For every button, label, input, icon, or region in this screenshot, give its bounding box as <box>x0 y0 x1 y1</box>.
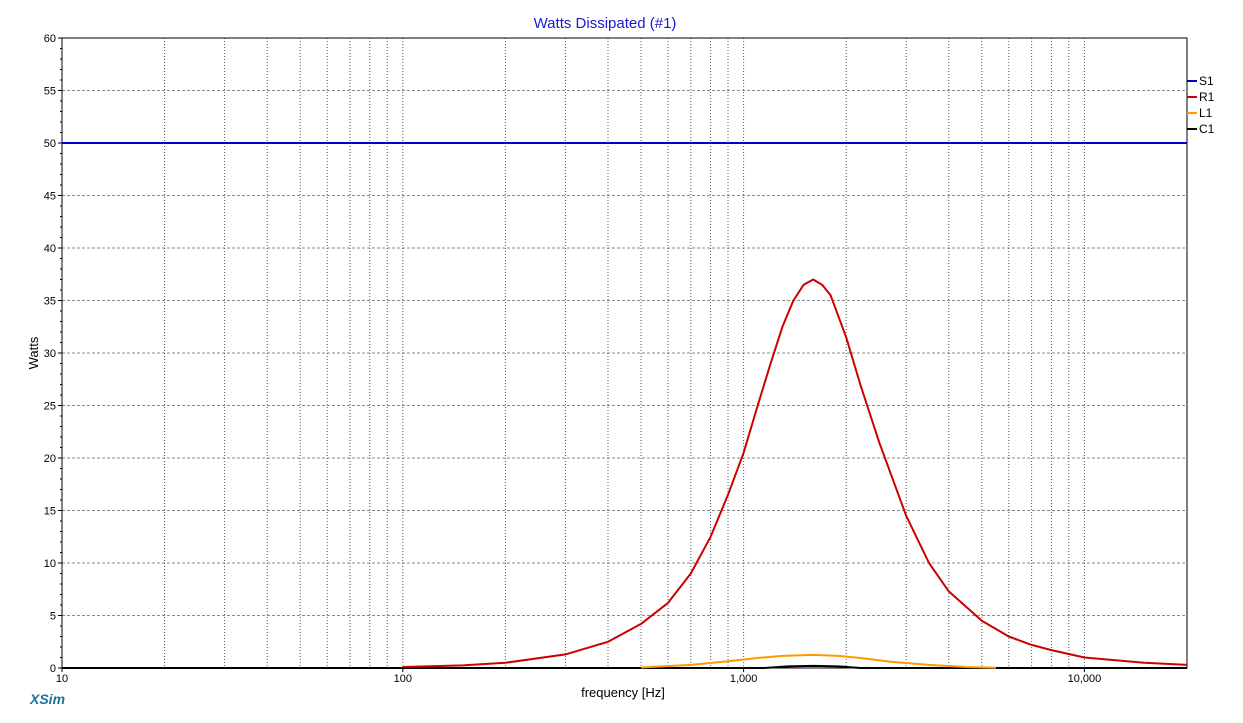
grid <box>62 38 1187 668</box>
y-axis-label: Watts <box>26 336 41 369</box>
y-tick-label: 30 <box>44 348 56 360</box>
x-tick-label: 10,000 <box>1068 673 1102 685</box>
x-tick-label: 100 <box>394 673 412 685</box>
x-axis-ticks: 10 100 1,000 10,000 <box>56 668 1101 685</box>
legend-label-l1: L1 <box>1199 106 1213 120</box>
y-tick-label: 55 <box>44 86 56 98</box>
y-tick-label: 35 <box>44 296 56 308</box>
y-tick-label: 45 <box>44 191 56 203</box>
legend-label-s1: S1 <box>1199 74 1214 88</box>
x-tick-label: 10 <box>56 673 68 685</box>
y-tick-label: 60 <box>44 33 56 45</box>
y-tick-label: 5 <box>50 611 56 623</box>
y-tick-label: 25 <box>44 401 56 413</box>
legend[interactable]: S1 R1 L1 C1 <box>1187 74 1215 136</box>
series-r1-line <box>402 278 1188 668</box>
series-l1-line <box>640 653 996 669</box>
chart-title: Watts Dissipated (#1) <box>534 15 677 32</box>
xsim-logo: XSim <box>29 691 65 707</box>
y-tick-label: 10 <box>44 558 56 570</box>
series-c1-line <box>62 664 1187 669</box>
y-tick-label: 0 <box>50 663 56 675</box>
legend-label-r1: R1 <box>1199 90 1215 104</box>
y-tick-label: 50 <box>44 138 56 150</box>
y-tick-label: 40 <box>44 243 56 255</box>
legend-label-c1: C1 <box>1199 122 1215 136</box>
y-tick-label: 15 <box>44 506 56 518</box>
x-tick-label: 1,000 <box>730 673 758 685</box>
y-axis-ticks: 0 5 10 15 20 25 30 35 40 45 50 55 60 <box>44 33 62 675</box>
series-lines <box>62 142 1188 669</box>
y-tick-label: 20 <box>44 453 56 465</box>
x-axis-label: frequency [Hz] <box>581 685 665 700</box>
